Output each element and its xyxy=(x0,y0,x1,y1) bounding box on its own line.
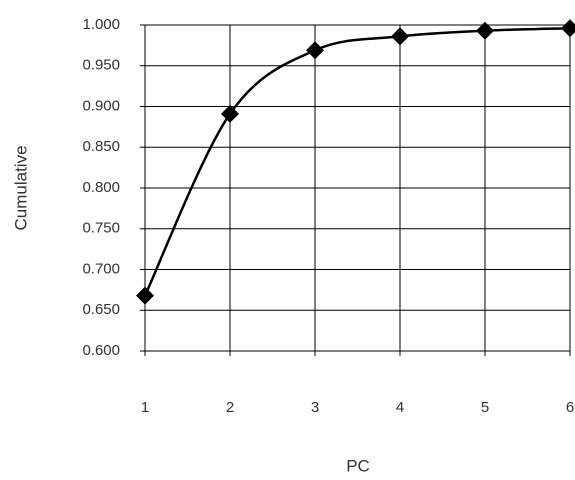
y-tick-label: 0.700 xyxy=(82,260,120,277)
x-tick-label: 6 xyxy=(566,399,574,416)
chart: PC Cumulative 0.600 0.650 0.700 0.750 0.800 0… xyxy=(0,0,575,480)
marker xyxy=(476,22,494,40)
y-tick-label: 0.600 xyxy=(82,342,120,359)
y-tick-label: 0.850 xyxy=(82,138,120,155)
page: PC Cumulative 0.600 0.650 0.700 0.750 0.800 0… xyxy=(0,0,575,480)
x-tick-label: 4 xyxy=(396,399,404,416)
marker xyxy=(391,27,409,45)
line xyxy=(145,28,570,295)
marker xyxy=(306,41,324,59)
y-tick-label: 0.750 xyxy=(82,220,120,237)
y-tick-label: 0.950 xyxy=(82,57,120,74)
x-tick-label: 3 xyxy=(311,399,319,416)
y-tick-label: 0.800 xyxy=(82,179,120,196)
y-tick-label: 1.000 xyxy=(82,16,120,33)
marker xyxy=(561,19,575,37)
x-tick-label: 5 xyxy=(481,399,489,416)
marker xyxy=(221,105,239,123)
y-tick-label: 0.650 xyxy=(82,301,120,318)
y-axis-title: Cumulative xyxy=(11,145,30,230)
marker xyxy=(136,287,154,305)
y-tick-label: 0.900 xyxy=(82,97,120,114)
x-tick-label: 1 xyxy=(141,399,149,416)
x-tick-label: 2 xyxy=(226,399,234,416)
x-axis-title: PC xyxy=(346,456,370,475)
